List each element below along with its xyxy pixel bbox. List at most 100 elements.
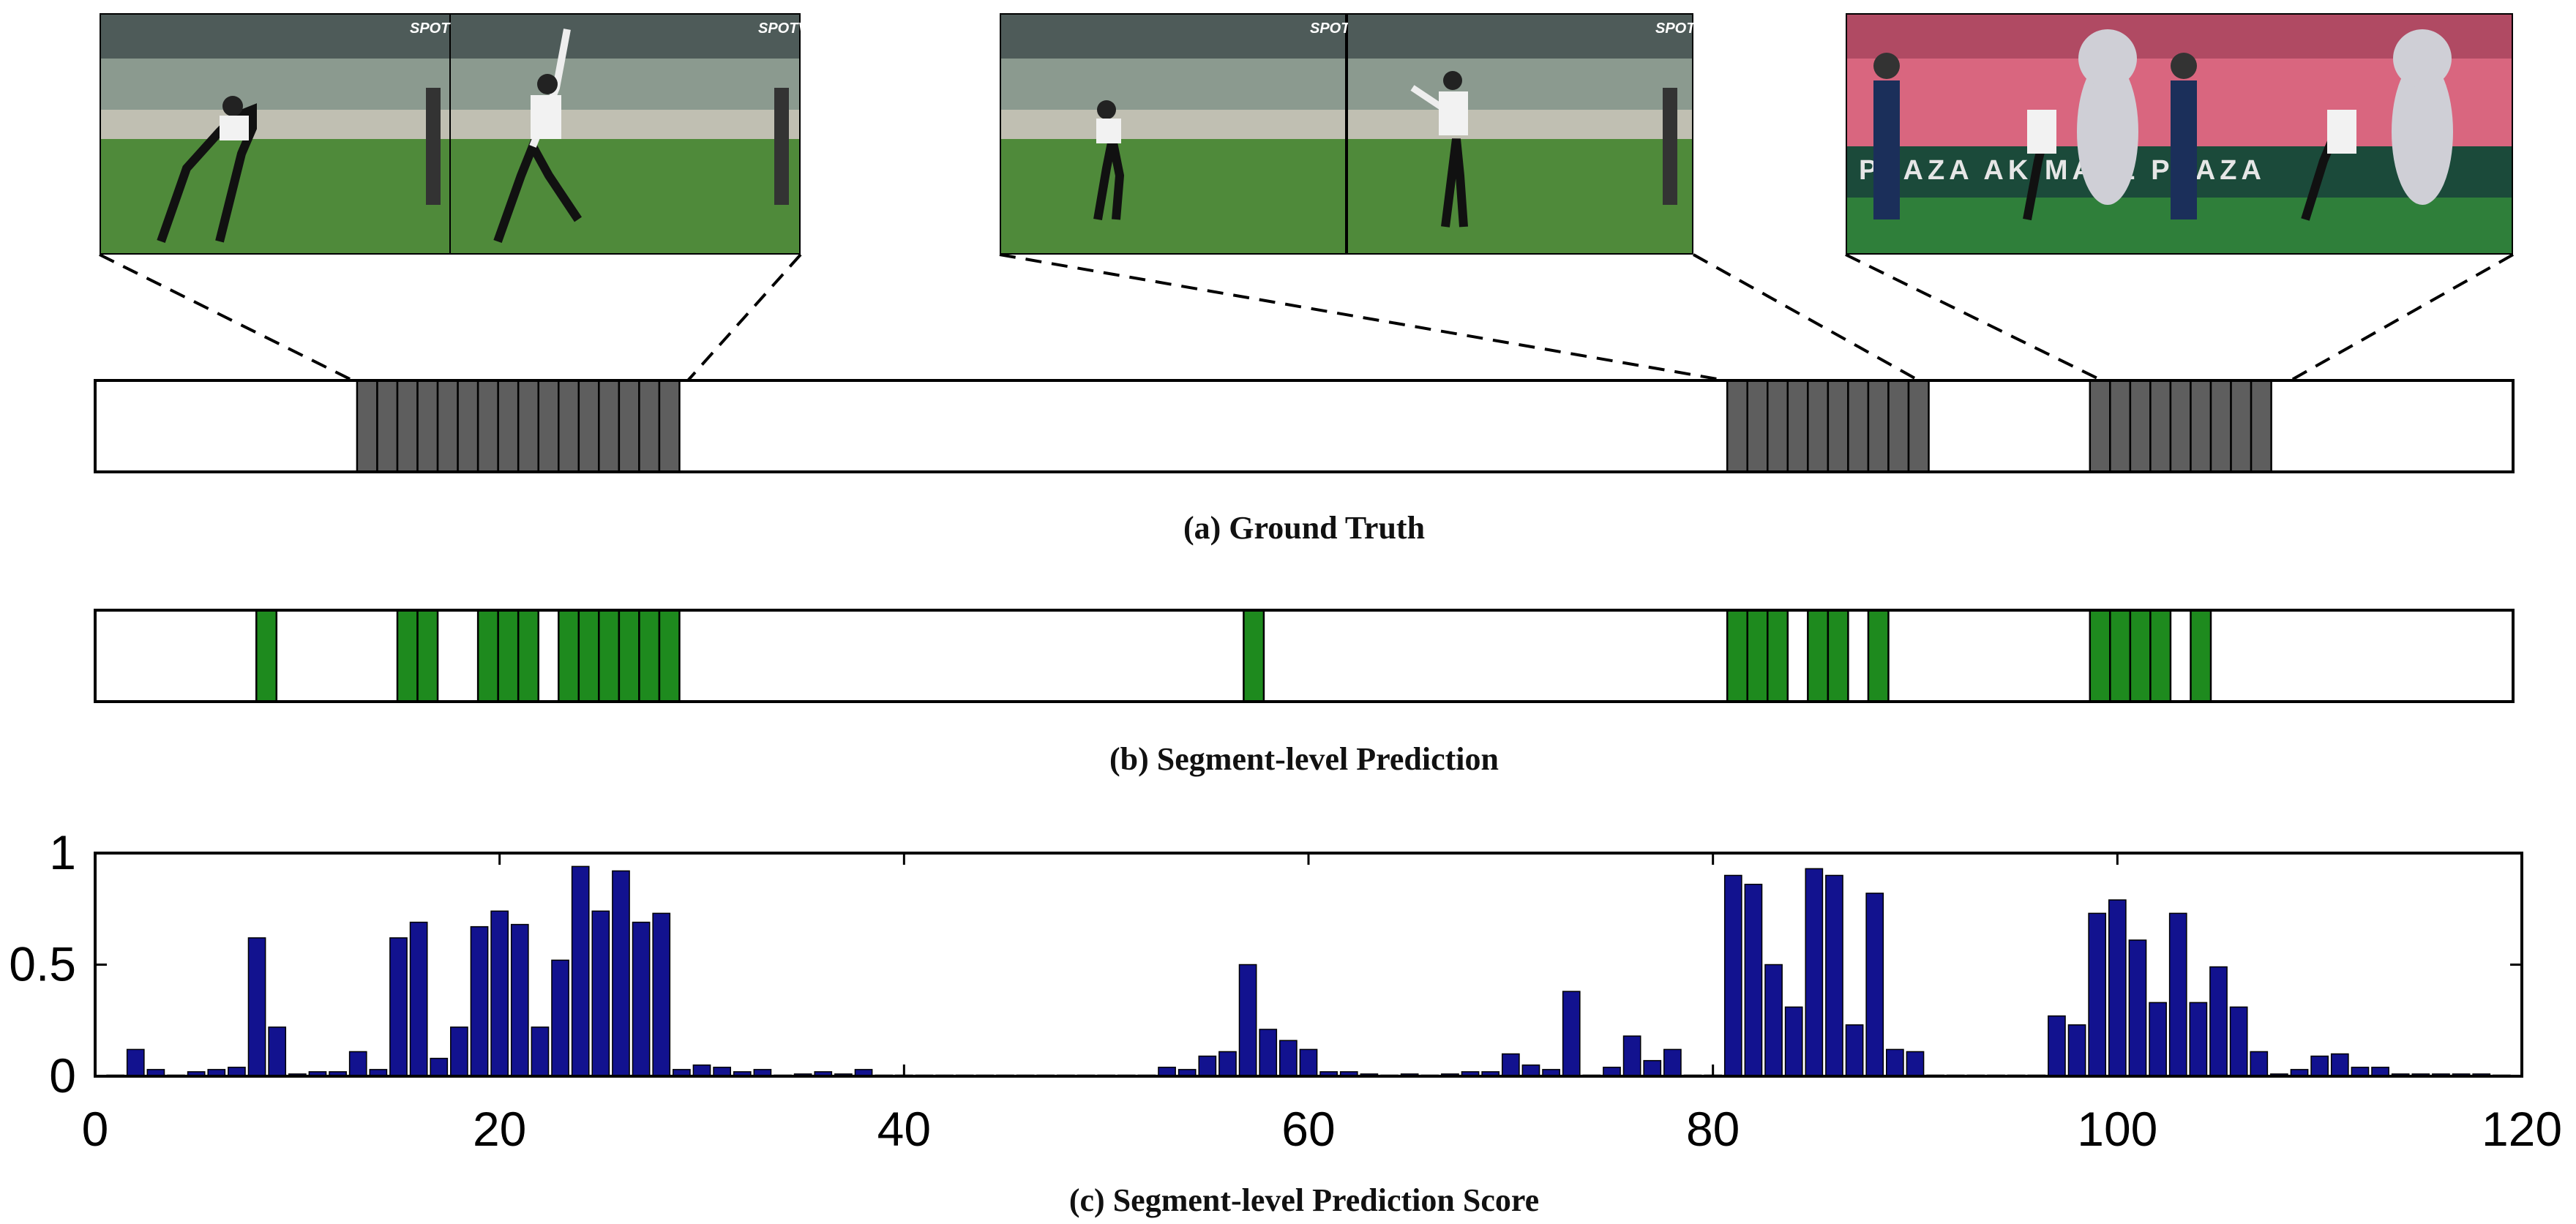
- score-bar: [268, 1026, 287, 1077]
- prediction-segment: [1726, 609, 1748, 703]
- prediction-segment: [2129, 609, 2152, 703]
- score-plot-area: 0 20 40 60 80 100 120 0 0.5 1: [9, 825, 2562, 1156]
- ground-truth-segment: [1786, 379, 1809, 473]
- score-bar: [1886, 1048, 1904, 1077]
- score-bar: [1643, 1059, 1662, 1077]
- x-tick-label: 40: [877, 1102, 931, 1156]
- ground-truth-segment: [1887, 379, 1910, 473]
- caption-c: (c) Segment-level Prediction Score: [1069, 1182, 1539, 1218]
- x-tick-label: 20: [473, 1102, 526, 1156]
- score-bar: [531, 1026, 550, 1077]
- ground-truth-segment: [457, 379, 479, 473]
- score-bar: [510, 923, 529, 1077]
- x-tick-label: 0: [82, 1102, 109, 1156]
- prediction-segment: [1867, 609, 1890, 703]
- ground-truth-segment: [2230, 379, 2253, 473]
- y-tick-label: 1: [49, 825, 76, 879]
- caption-b: (b) Segment-level Prediction: [1109, 741, 1499, 777]
- score-bar: [2310, 1055, 2329, 1077]
- score-plot-frame: [94, 852, 2523, 1078]
- thumbnail-frame-5: PLAZA AK MALL PLAZA: [1847, 15, 2512, 253]
- score-bar: [2048, 1015, 2066, 1077]
- connector-line: [686, 253, 802, 382]
- prediction-segment: [2149, 609, 2172, 703]
- score-bar: [1259, 1029, 1278, 1077]
- prediction-segment: [1243, 609, 1265, 703]
- caption-a: (a) Ground Truth: [1183, 510, 1425, 546]
- score-bar: [2229, 1006, 2248, 1077]
- ground-truth-segment: [577, 379, 600, 473]
- score-bar: [2088, 912, 2107, 1077]
- connector-line: [999, 253, 1726, 382]
- score-bar: [612, 870, 630, 1077]
- thumbnail-overlay-1: SPOTV: [410, 20, 460, 37]
- thumbnail-group-1: SPOTV SPOTV: [100, 13, 809, 255]
- score-bar: [490, 910, 509, 1077]
- score-bar: [1521, 1065, 1540, 1077]
- zoom-connectors: [99, 253, 2514, 382]
- prediction-segment: [1827, 609, 1849, 703]
- thumbnail-frame-2: SPOTV: [451, 15, 809, 253]
- score-bar: [2250, 1051, 2269, 1077]
- ground-truth-segment: [396, 379, 419, 473]
- score-bar: [450, 1026, 468, 1077]
- score-bar: [1279, 1040, 1298, 1077]
- score-bar: [1744, 883, 1763, 1077]
- ground-truth-segment: [537, 379, 560, 473]
- thumbnail-group-3: PLAZA AK MALL PLAZA: [1846, 13, 2513, 255]
- score-bar: [1805, 868, 1824, 1077]
- ground-truth-segment: [376, 379, 399, 473]
- ground-truth-segment: [517, 379, 539, 473]
- score-bar: [2128, 939, 2147, 1077]
- score-bar: [1764, 964, 1783, 1077]
- prediction-segment: [2190, 609, 2212, 703]
- score-bar: [470, 925, 489, 1077]
- y-tick-label: 0: [49, 1048, 76, 1103]
- ground-truth-segment: [476, 379, 499, 473]
- score-bar: [652, 912, 671, 1077]
- score-bar: [2330, 1053, 2349, 1077]
- prediction-segment: [476, 609, 499, 703]
- ground-truth-segment: [598, 379, 621, 473]
- score-bar: [1825, 874, 1843, 1077]
- prediction-segment: [497, 609, 520, 703]
- x-tick-label: 120: [2482, 1102, 2562, 1156]
- thumbnail-frame-4: SPOTV: [1348, 15, 1706, 253]
- score-bar: [348, 1051, 367, 1077]
- score-bar: [1663, 1048, 1682, 1077]
- prediction-segment: [618, 609, 640, 703]
- ground-truth-segment: [356, 379, 378, 473]
- score-bar: [2149, 1002, 2167, 1077]
- ground-truth-segment: [658, 379, 681, 473]
- score-bar: [2168, 912, 2187, 1077]
- thumbnail-overlay-4: SPOTV: [1655, 20, 1706, 37]
- prediction-segment: [1767, 609, 1789, 703]
- ground-truth-segments: [356, 379, 2272, 473]
- score-bar: [2189, 1002, 2208, 1077]
- score-bar: [1784, 1006, 1803, 1077]
- ground-truth-segment: [2149, 379, 2172, 473]
- ground-truth-segment: [638, 379, 661, 473]
- score-bar: [2067, 1024, 2086, 1077]
- prediction-segment: [1746, 609, 1769, 703]
- prediction-segment: [416, 609, 439, 703]
- prediction-segment: [2109, 609, 2132, 703]
- ground-truth-segment: [1746, 379, 1769, 473]
- connector-line: [2290, 253, 2514, 382]
- ground-truth-segment: [416, 379, 439, 473]
- connector-line: [1693, 253, 1920, 382]
- score-bar: [1723, 874, 1742, 1077]
- x-tick-label: 60: [1281, 1102, 1335, 1156]
- ground-truth-segment: [558, 379, 580, 473]
- score-bar: [430, 1057, 449, 1077]
- thumbnail-frame-3: SPOTV: [1001, 15, 1360, 253]
- ground-truth-segment: [1847, 379, 1870, 473]
- connector-line: [1845, 253, 2103, 382]
- connector-line: [99, 253, 353, 382]
- ground-truth-timeline-frame: [94, 379, 2515, 473]
- score-bar: [409, 921, 428, 1077]
- thumbnail-overlay-2: SPOTV: [758, 20, 809, 37]
- score-bar: [571, 866, 590, 1077]
- score-bar: [1865, 893, 1884, 1077]
- prediction-segment: [558, 609, 580, 703]
